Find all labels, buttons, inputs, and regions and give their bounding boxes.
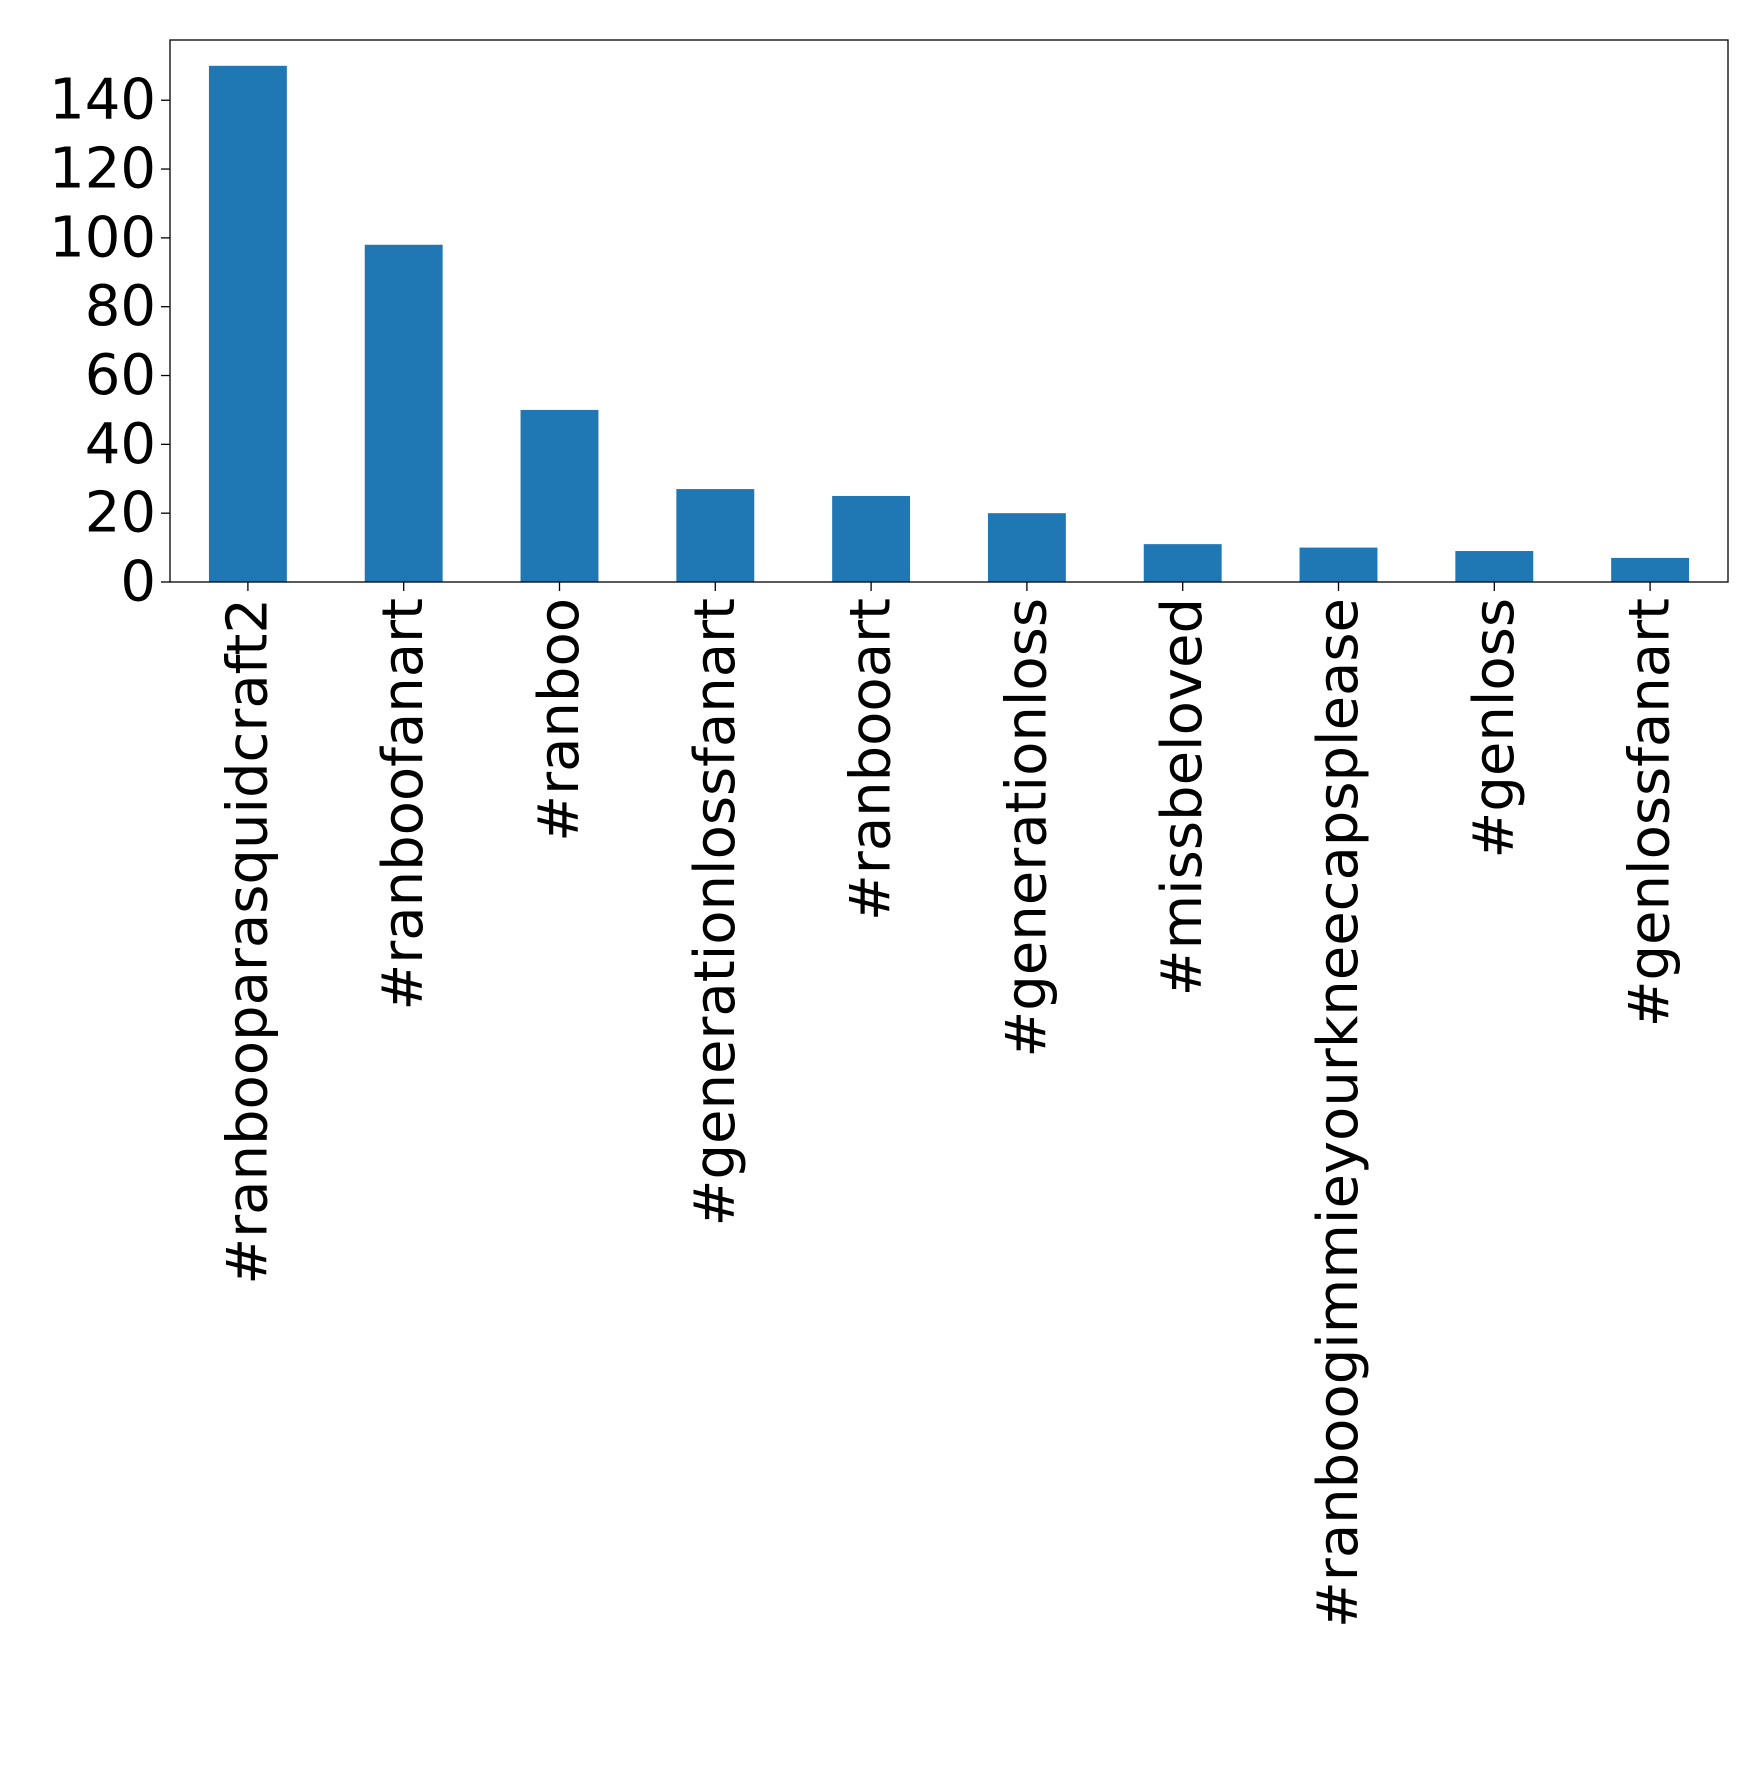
y-tick-label: 0 [120, 550, 156, 615]
bar [208, 65, 287, 583]
x-tick-label: #ranboo [527, 598, 592, 842]
y-tick-label: 80 [85, 274, 156, 339]
y-tick-label: 60 [85, 343, 156, 408]
y-tick-label: 40 [85, 412, 156, 477]
bars-layer [208, 65, 1690, 583]
x-tick-label: #generationlossfanart [683, 598, 748, 1226]
bar [1455, 551, 1534, 582]
x-tick-label: #ranboofanart [371, 598, 436, 1011]
bar [832, 495, 911, 582]
x-axis: #ranbooparasquidcraft2 #ranboofanart #ranb… [215, 582, 1683, 1628]
y-tick-label: 100 [49, 205, 156, 270]
y-tick-label: 120 [49, 137, 156, 202]
y-tick-label: 20 [85, 481, 156, 546]
bar [1299, 547, 1378, 582]
x-tick-label: #ranboogimmieyourkneecapsplease [1306, 598, 1371, 1628]
x-tick-label: #ranbooart [839, 598, 904, 921]
x-tick-label: #genloss [1462, 598, 1527, 859]
bar [676, 489, 755, 582]
bar [520, 409, 599, 582]
x-tick-label: #generationloss [994, 598, 1059, 1058]
x-tick-label: #missbeloved [1150, 598, 1215, 996]
bar [987, 513, 1066, 582]
bar [1611, 557, 1690, 582]
x-tick-label: #ranbooparasquidcraft2 [215, 598, 280, 1285]
bar [364, 244, 443, 582]
plot-frame [169, 39, 1729, 583]
x-tick-label: #genlossfanart [1618, 598, 1683, 1027]
y-tick-label: 140 [49, 68, 156, 133]
bar [1143, 544, 1222, 582]
